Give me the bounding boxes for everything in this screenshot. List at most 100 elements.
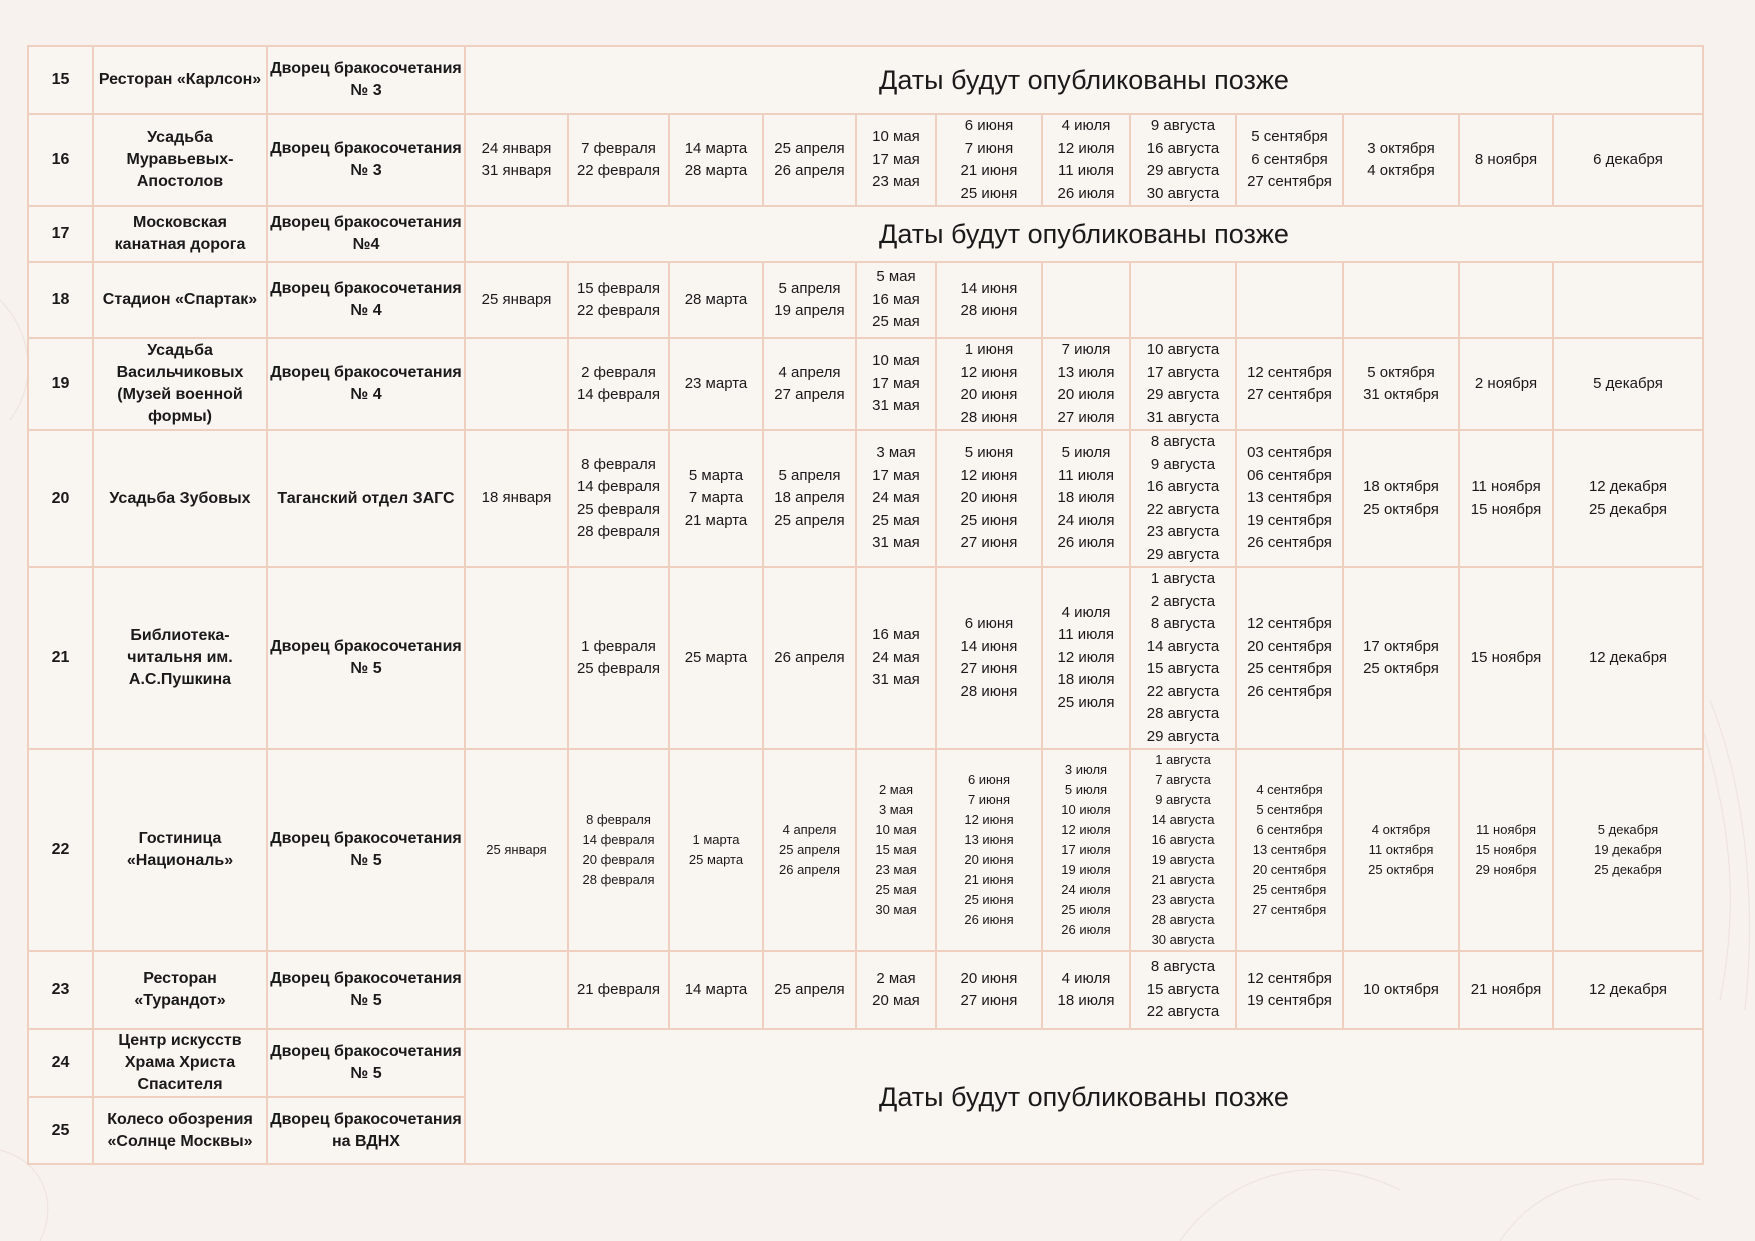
dates-january: 25 января [464, 261, 569, 339]
date-entry: 26 апреля [779, 862, 840, 877]
dates-march: 1 марта 25 марта [668, 748, 764, 952]
date-entry: 5 марта [688, 466, 744, 484]
date-entry: 7 февраля [581, 139, 656, 157]
venue-name: Усадьба Васильчиковых (Музей военной фор… [92, 337, 268, 431]
dates-may: 16 мая 24 мая 31 мая [855, 566, 937, 750]
dates-may: 5 мая 16 мая 25 мая [855, 261, 937, 339]
date-entry: 20 июня [960, 386, 1018, 403]
date-entry: 28 июня [960, 682, 1018, 700]
date-entry: 19 декабря [1594, 842, 1662, 857]
date-entry: 13 июня [964, 832, 1014, 847]
date-entry: 2 февраля [581, 363, 656, 381]
date-entry: 3 июля [1064, 762, 1108, 777]
date-entry: 1 августа [1155, 752, 1211, 767]
dates-july: 5 июля 11 июля 18 июля 24 июля 26 июля [1041, 429, 1131, 568]
date-entry: 25 октября [1363, 660, 1439, 677]
date-entry: 26 апреля [774, 648, 845, 666]
dates-june: 5 июня 12 июня 20 июня 25 июня 27 июня [935, 429, 1043, 568]
dates-october: 3 октября 4 октября [1342, 113, 1460, 207]
date-entry: 1 августа [1150, 570, 1216, 587]
dates-november: 11 ноября 15 ноября [1458, 429, 1554, 568]
date-entry: 10 мая [875, 822, 917, 837]
date-entry: 20 сентября [1252, 862, 1327, 877]
date-entry: 13 сентября [1252, 842, 1327, 857]
date-entry: 21 февраля [576, 980, 661, 998]
dates-february: 8 февраля 14 февраля 20 февраля 28 февраля [567, 748, 670, 952]
date-entry: 14 июня [960, 637, 1018, 655]
dates-december: 5 декабря [1552, 337, 1704, 431]
date-entry: 24 июля [1061, 882, 1111, 897]
registry-office: Дворец бракосочетания № 5 [266, 566, 466, 750]
dates-march: 23 марта [668, 337, 764, 431]
venue-schedule-table: 15 Ресторан «Карлсон» Дворец бракосочетани… [27, 45, 1704, 1165]
date-entry: 28 июня [960, 302, 1018, 319]
date-entry: 21 августа [1151, 872, 1215, 887]
date-entry: 25 марта [688, 852, 744, 867]
dates-november: 15 ноября [1458, 566, 1554, 750]
dates-june: 1 июня 12 июня 20 июня 28 июня [935, 337, 1043, 431]
date-entry: 17 июля [1061, 842, 1111, 857]
date-entry: 8 февраля [581, 455, 656, 473]
dates-april: 5 апреля 19 апреля [762, 261, 857, 339]
date-entry: 14 августа [1151, 812, 1215, 827]
table-row: 22 Гостиница «Националь» Дворец бракосочет… [27, 748, 1704, 952]
dates-january [464, 950, 569, 1030]
row-number: 21 [27, 566, 94, 750]
date-entry: 7 июня [964, 139, 1014, 157]
dates-august: 8 августа 9 августа 16 августа 22 августа 23… [1129, 429, 1237, 568]
date-entry: 18 июля [1057, 671, 1115, 689]
date-entry: 5 сентября [1256, 802, 1323, 817]
date-entry: 25 октября [1363, 500, 1439, 518]
date-entry: 25 февраля [576, 660, 661, 677]
date-entry: 25 мая [875, 882, 917, 897]
date-entry: 4 октября [1371, 822, 1431, 837]
date-entry: 26 апреля [774, 162, 845, 179]
date-entry: 25 декабря [1594, 862, 1662, 877]
dates-june: 6 июня 14 июня 27 июня 28 июня [935, 566, 1043, 750]
date-entry: 4 июля [1061, 969, 1111, 987]
date-entry: 27 апреля [774, 386, 845, 403]
dates-february: 21 февраля [567, 950, 670, 1030]
date-entry: 29 ноября [1475, 862, 1537, 877]
date-entry: 25 декабря [1588, 500, 1668, 518]
date-entry: 20 июня [964, 852, 1014, 867]
date-entry: 5 июля [1064, 782, 1108, 797]
date-entry: 24 июля [1057, 511, 1115, 529]
date-entry: 12 июля [1061, 822, 1111, 837]
dates-september [1235, 261, 1344, 339]
date-entry: 22 августа [1146, 682, 1220, 700]
date-entry: 18 июля [1057, 992, 1115, 1009]
date-entry: 13 июля [1057, 363, 1115, 381]
date-entry: 25 апреля [774, 139, 845, 157]
dates-may: 10 мая 17 мая 31 мая [855, 337, 937, 431]
date-entry: 18 апреля [774, 489, 845, 507]
row-number: 25 [27, 1096, 94, 1165]
date-entry: 6 июня [964, 615, 1014, 632]
date-entry: 14 марта [684, 980, 748, 998]
date-entry: 25 апреля [774, 511, 845, 529]
date-entry: 29 августа [1146, 545, 1220, 563]
date-entry: 31 августа [1146, 408, 1220, 426]
date-entry: 4 июля [1061, 117, 1111, 134]
dates-july: 3 июля 5 июля 10 июля 12 июля 17 июля 19 июля… [1041, 748, 1131, 952]
date-entry: 28 февраля [576, 523, 661, 540]
date-entry: 31 мая [872, 534, 920, 552]
date-entry: 10 мая [872, 128, 920, 146]
date-entry: 17 мая [872, 150, 920, 168]
date-entry: 24 января [481, 139, 552, 157]
registry-office: Дворец бракосочетания № 3 [266, 113, 466, 207]
date-entry: 25 июля [1057, 693, 1115, 711]
date-entry: 29 августа [1146, 162, 1220, 179]
date-entry: 20 мая [872, 992, 920, 1009]
date-entry: 12 сентября [1247, 615, 1332, 632]
date-entry: 5 мая [876, 268, 916, 286]
date-entry: 8 августа [1150, 433, 1216, 450]
date-entry: 20 сентября [1247, 637, 1332, 655]
dates-december: 12 декабря [1552, 566, 1704, 750]
date-entry: 25 мая [872, 511, 920, 529]
dates-december: 6 декабря [1552, 113, 1704, 207]
date-entry: 26 сентября [1247, 534, 1332, 552]
dates-february: 8 февраля 14 февраля 25 февраля 28 февраля [567, 429, 670, 568]
dates-october: 4 октября 11 октября 25 октября [1342, 748, 1460, 952]
date-entry: 17 мая [872, 466, 920, 484]
